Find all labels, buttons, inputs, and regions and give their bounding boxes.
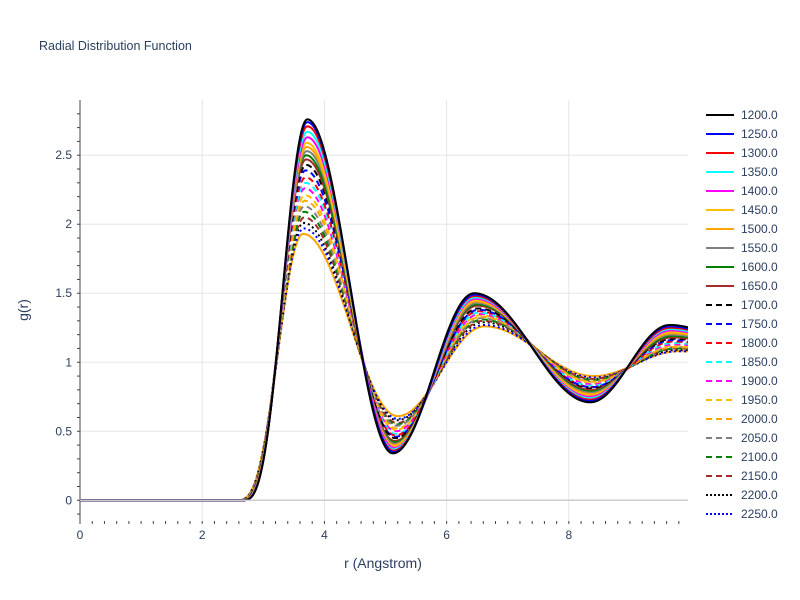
legend-label: 1950.0 bbox=[741, 393, 778, 407]
legend-label: 1550.0 bbox=[741, 241, 778, 255]
legend-item[interactable]: 2000.0 bbox=[706, 412, 778, 426]
x-axis-title: r (Angstrom) bbox=[344, 555, 422, 571]
legend-item[interactable]: 1900.0 bbox=[706, 374, 778, 388]
legend-label: 1400.0 bbox=[741, 184, 778, 198]
legend-item[interactable]: 1950.0 bbox=[706, 393, 778, 407]
series-line-1850.0 bbox=[80, 181, 688, 502]
legend-item[interactable]: 1700.0 bbox=[706, 298, 778, 312]
legend-label: 2000.0 bbox=[741, 412, 778, 426]
legend-item[interactable]: 2150.0 bbox=[706, 469, 778, 483]
series-line-1550.0 bbox=[80, 150, 688, 502]
series-line-1450.0 bbox=[80, 141, 688, 502]
legend-label: 1500.0 bbox=[741, 222, 778, 236]
legend-item[interactable]: 1400.0 bbox=[706, 184, 778, 198]
chart-title: Radial Distribution Function bbox=[39, 39, 192, 53]
legend-item[interactable]: 1200.0 bbox=[706, 108, 778, 122]
series-line-2150.0 bbox=[80, 216, 688, 502]
y-tick-label: 2.5 bbox=[55, 148, 72, 162]
legend-item[interactable]: 2250.0 bbox=[706, 507, 778, 521]
gridlines bbox=[80, 100, 688, 521]
legend-item[interactable]: 1550.0 bbox=[706, 241, 778, 255]
legend-item[interactable]: 1450.0 bbox=[706, 203, 778, 217]
y-tick-label: 1 bbox=[65, 355, 72, 369]
x-tick-label: 0 bbox=[77, 528, 84, 542]
legend-label: 1850.0 bbox=[741, 355, 778, 369]
legend-item[interactable]: 1250.0 bbox=[706, 127, 778, 141]
legend[interactable]: 1200.0 1250.0 1300.0 1350.0 1400.0 1450.0 1500… bbox=[706, 108, 778, 521]
x-tick-label: 6 bbox=[443, 528, 450, 542]
legend-label: 1450.0 bbox=[741, 203, 778, 217]
series-line-2100.0 bbox=[80, 210, 688, 502]
x-tick-label: 8 bbox=[566, 528, 573, 542]
legend-label: 1350.0 bbox=[741, 165, 778, 179]
legend-label: 1300.0 bbox=[741, 146, 778, 160]
legend-label: 1700.0 bbox=[741, 298, 778, 312]
legend-item[interactable]: 1800.0 bbox=[706, 336, 778, 350]
y-tick-label: 2 bbox=[65, 217, 72, 231]
legend-item[interactable]: 2100.0 bbox=[706, 450, 778, 464]
legend-item[interactable]: 1350.0 bbox=[706, 165, 778, 179]
legend-label: 1900.0 bbox=[741, 374, 778, 388]
legend-label: 2250.0 bbox=[741, 507, 778, 521]
series-line-1700.0 bbox=[80, 163, 688, 502]
legend-item[interactable]: 2050.0 bbox=[706, 431, 778, 445]
series-line-2050.0 bbox=[80, 205, 688, 502]
legend-label: 1800.0 bbox=[741, 336, 778, 350]
legend-label: 2200.0 bbox=[741, 488, 778, 502]
y-tick-label: 0 bbox=[65, 493, 72, 507]
legend-item[interactable]: 2200.0 bbox=[706, 488, 778, 502]
y-axis-title: g(r) bbox=[15, 299, 31, 321]
y-tick-label: 1.5 bbox=[55, 286, 72, 300]
x-tick-label: 2 bbox=[199, 528, 206, 542]
legend-item[interactable]: 1750.0 bbox=[706, 317, 778, 331]
legend-label: 1200.0 bbox=[741, 108, 778, 122]
y-tick-label: 0.5 bbox=[55, 424, 72, 438]
legend-item[interactable]: 1600.0 bbox=[706, 260, 778, 274]
series-line-1900.0 bbox=[80, 187, 688, 502]
x-tick-label: 4 bbox=[321, 528, 328, 542]
series-line-1750.0 bbox=[80, 169, 688, 502]
legend-label: 2050.0 bbox=[741, 431, 778, 445]
series-line-1500.0 bbox=[80, 146, 688, 502]
legend-label: 1600.0 bbox=[741, 260, 778, 274]
legend-label: 1650.0 bbox=[741, 279, 778, 293]
legend-item[interactable]: 1850.0 bbox=[706, 355, 778, 369]
series-line-2000.0 bbox=[80, 199, 688, 502]
series-line-1600.0 bbox=[80, 154, 688, 502]
series-line-1800.0 bbox=[80, 176, 688, 502]
legend-item[interactable]: 1650.0 bbox=[706, 279, 778, 293]
series-line-1650.0 bbox=[80, 158, 688, 502]
series-line-1950.0 bbox=[80, 194, 688, 502]
series-line-1200.0 bbox=[80, 118, 688, 502]
legend-item[interactable]: 1500.0 bbox=[706, 222, 778, 236]
series-lines bbox=[80, 118, 688, 502]
legend-label: 2100.0 bbox=[741, 450, 778, 464]
legend-label: 1750.0 bbox=[741, 317, 778, 331]
series-line-2200.0 bbox=[80, 221, 688, 502]
legend-label: 2150.0 bbox=[741, 469, 778, 483]
legend-item[interactable]: 1300.0 bbox=[706, 146, 778, 160]
axes: 0 2 4 6 8 0 0.5 1 1.5 2 2.5 bbox=[55, 100, 688, 542]
legend-label: 1250.0 bbox=[741, 127, 778, 141]
series-line-unlabeled bbox=[80, 232, 688, 502]
series-line-2250.0 bbox=[80, 227, 688, 502]
